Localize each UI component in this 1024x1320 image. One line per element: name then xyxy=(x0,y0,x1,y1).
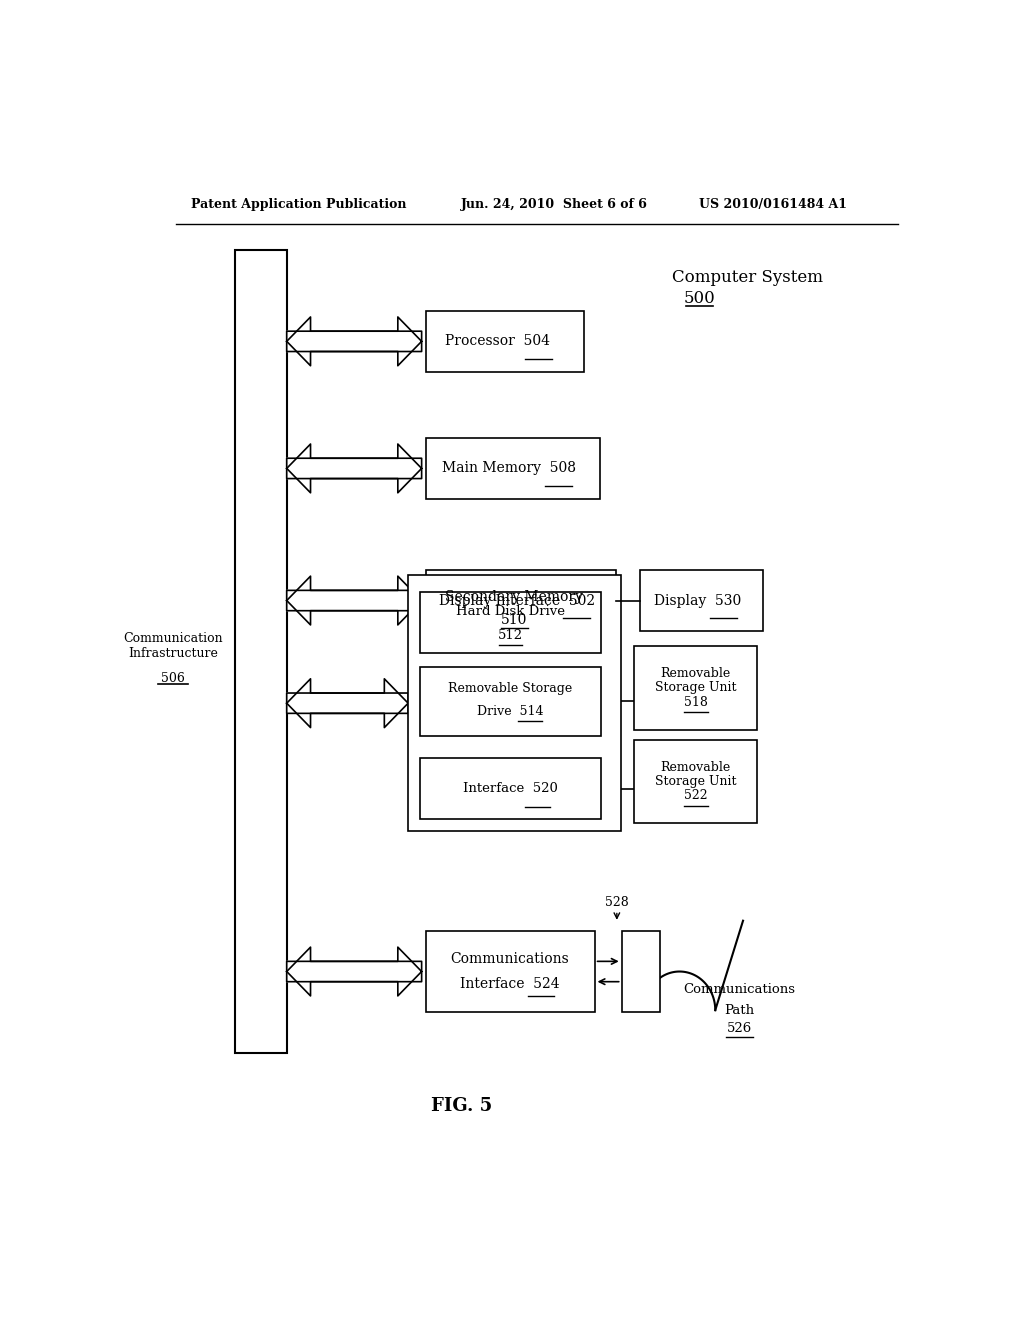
Text: Hard Disk Drive: Hard Disk Drive xyxy=(456,605,565,618)
Text: US 2010/0161484 A1: US 2010/0161484 A1 xyxy=(699,198,848,211)
Polygon shape xyxy=(287,948,422,995)
FancyBboxPatch shape xyxy=(420,667,601,735)
Polygon shape xyxy=(287,317,422,366)
FancyBboxPatch shape xyxy=(622,931,659,1012)
Polygon shape xyxy=(287,678,409,727)
Text: Communications: Communications xyxy=(451,952,569,966)
Text: Display Interface  502: Display Interface 502 xyxy=(439,594,595,607)
Text: Patent Application Publication: Patent Application Publication xyxy=(191,198,407,211)
Text: 500: 500 xyxy=(683,290,716,308)
Text: 510: 510 xyxy=(502,612,527,627)
Text: Processor  504: Processor 504 xyxy=(444,334,550,348)
Text: Drive  514: Drive 514 xyxy=(477,705,544,718)
FancyBboxPatch shape xyxy=(420,593,601,653)
Text: 518: 518 xyxy=(684,696,708,709)
Text: Jun. 24, 2010  Sheet 6 of 6: Jun. 24, 2010 Sheet 6 of 6 xyxy=(461,198,648,211)
FancyBboxPatch shape xyxy=(420,758,601,818)
Text: FIG. 5: FIG. 5 xyxy=(431,1097,492,1114)
Text: Storage Unit: Storage Unit xyxy=(655,681,736,694)
Text: Main Memory  508: Main Memory 508 xyxy=(442,462,575,475)
Text: Path: Path xyxy=(724,1003,754,1016)
Polygon shape xyxy=(287,576,422,624)
Polygon shape xyxy=(287,317,422,366)
FancyBboxPatch shape xyxy=(426,931,595,1012)
Text: Removable Storage: Removable Storage xyxy=(449,682,572,696)
Text: Display  530: Display 530 xyxy=(653,594,741,607)
Text: 512: 512 xyxy=(498,628,523,642)
Text: Secondary Memory: Secondary Memory xyxy=(445,590,584,605)
Text: Removable: Removable xyxy=(660,667,731,680)
Text: Removable: Removable xyxy=(660,760,731,774)
FancyBboxPatch shape xyxy=(236,249,287,1053)
Text: 506: 506 xyxy=(162,672,185,685)
FancyBboxPatch shape xyxy=(634,739,758,824)
FancyBboxPatch shape xyxy=(409,576,621,832)
Polygon shape xyxy=(287,948,422,995)
Text: 526: 526 xyxy=(726,1022,752,1035)
Polygon shape xyxy=(287,444,422,492)
FancyBboxPatch shape xyxy=(640,570,763,631)
Text: Communications: Communications xyxy=(683,983,795,997)
FancyBboxPatch shape xyxy=(634,647,758,730)
FancyBboxPatch shape xyxy=(426,438,600,499)
Text: Communication
Infrastructure: Communication Infrastructure xyxy=(124,632,223,660)
Text: Interface  524: Interface 524 xyxy=(461,977,560,991)
Text: Storage Unit: Storage Unit xyxy=(655,775,736,788)
Text: Computer System: Computer System xyxy=(672,269,822,286)
Polygon shape xyxy=(287,444,422,492)
FancyBboxPatch shape xyxy=(426,312,585,372)
Polygon shape xyxy=(287,576,422,624)
FancyBboxPatch shape xyxy=(426,570,616,631)
Polygon shape xyxy=(287,678,409,727)
Text: Interface  520: Interface 520 xyxy=(463,781,558,795)
Text: 522: 522 xyxy=(684,789,708,803)
Text: 528: 528 xyxy=(605,896,629,909)
